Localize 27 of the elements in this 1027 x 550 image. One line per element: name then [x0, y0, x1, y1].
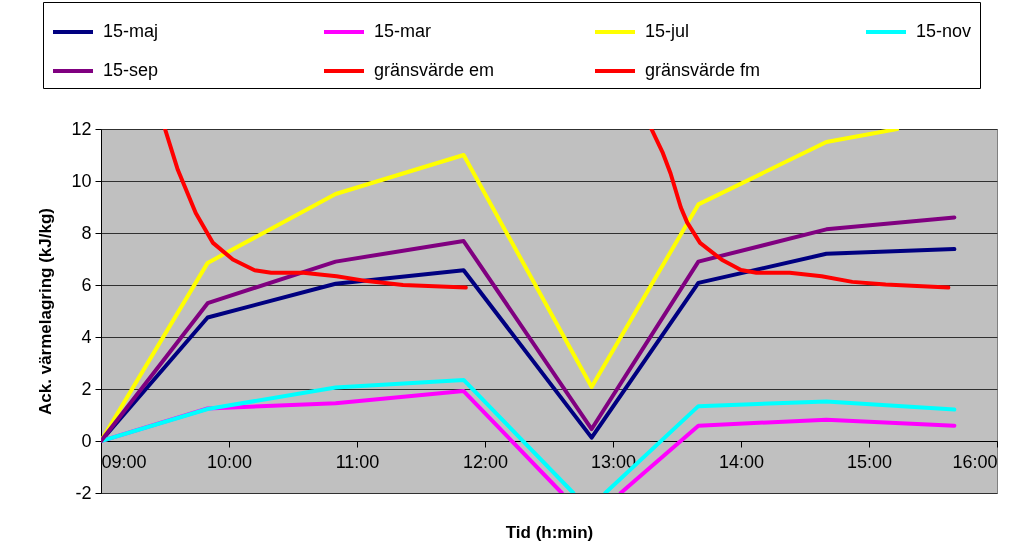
y-tick-label: 6	[81, 274, 92, 295]
line-series	[163, 129, 468, 290]
y-tick-label: -2	[75, 482, 92, 503]
x-tick-label: 11:00	[335, 451, 380, 472]
x-tick-label: 15:00	[846, 451, 893, 472]
legend-label: gränsvärde em	[374, 60, 495, 80]
y-tick-label: 8	[81, 222, 92, 243]
legend-label: 15-maj	[103, 21, 159, 41]
x-tick-label: 09:00	[101, 451, 147, 472]
y-axis-title: Ack. värmelagring (kJ/kg)	[36, 208, 56, 415]
y-tick-label: 12	[71, 118, 92, 139]
y-tick-label: 10	[71, 170, 92, 191]
x-axis-title: Tid (h:min)	[505, 522, 594, 542]
legend-label: gränsvärde fm	[645, 60, 761, 80]
legend-label: 15-mar	[374, 21, 432, 41]
legend-label: 15-jul	[645, 21, 690, 41]
legend-label: 15-nov	[916, 21, 972, 41]
line-series	[649, 129, 951, 290]
x-tick-label: 13:00	[590, 451, 637, 472]
y-tick-label: 0	[81, 430, 92, 451]
y-tick-label: 4	[81, 326, 92, 347]
x-tick-label: 16:00	[952, 451, 998, 472]
x-tick-label: 12:00	[462, 451, 509, 472]
y-tick-label: 2	[81, 378, 92, 399]
x-tick-label: 14:00	[718, 451, 765, 472]
x-tick-label: 10:00	[206, 451, 253, 472]
legend-label: 15-sep	[103, 60, 159, 80]
